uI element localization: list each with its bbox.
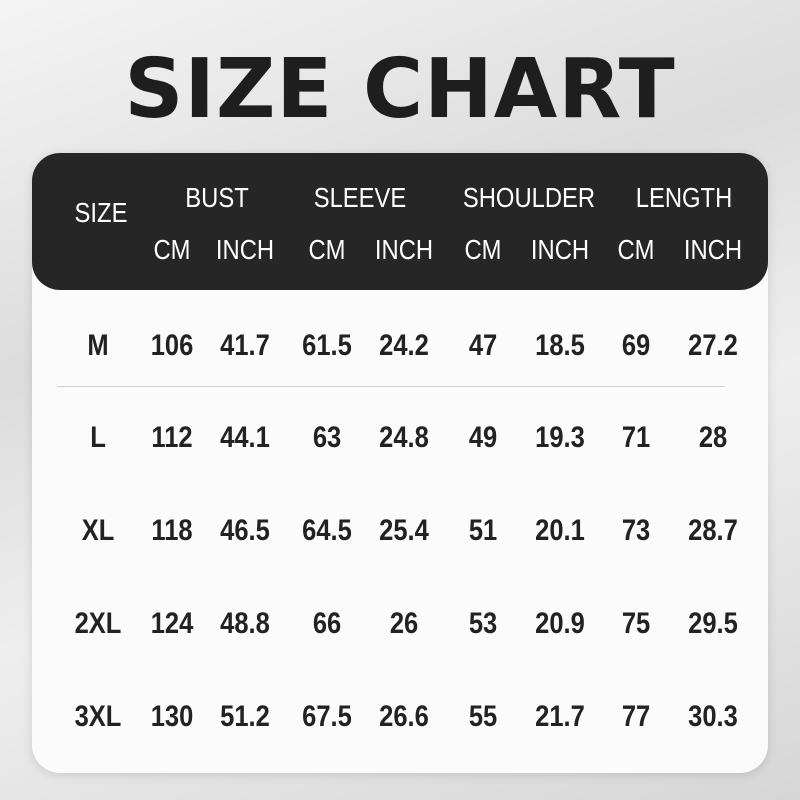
table-cell: 30.3 <box>688 700 738 733</box>
table-cell: 41.7 <box>220 329 270 362</box>
header-unit: INCH <box>530 234 590 265</box>
table-cell: 29.5 <box>688 607 738 640</box>
header-group-shoulder: SHOULDER <box>462 182 596 213</box>
table-cell: 28 <box>698 421 728 454</box>
table-cell: 112 <box>151 421 193 454</box>
table-cell: 118 <box>151 514 193 547</box>
table-cell: 26.6 <box>379 700 429 733</box>
table-cell: 51.2 <box>220 700 270 733</box>
table-cell: 63 <box>312 421 342 454</box>
table-cell: 25.4 <box>379 514 429 547</box>
table-cell: 24.8 <box>379 421 429 454</box>
table-cell: 20.9 <box>535 607 585 640</box>
table-cell: 77 <box>621 700 651 733</box>
header-unit: CM <box>153 234 191 265</box>
table-cell: 73 <box>621 514 651 547</box>
header-group-bust: BUST <box>185 182 249 213</box>
table-cell: 71 <box>621 421 651 454</box>
header-size: SIZE <box>74 197 128 228</box>
row-size-label: 3XL <box>74 700 122 733</box>
header-unit: CM <box>308 234 346 265</box>
table-cell: 19.3 <box>535 421 585 454</box>
header-unit: INCH <box>374 234 434 265</box>
table-cell: 106 <box>150 329 194 362</box>
page-title: SIZE CHART <box>124 42 676 137</box>
table-cell: 47 <box>468 329 498 362</box>
row-size-label: L <box>90 421 106 454</box>
table-header <box>32 153 768 290</box>
table-cell: 130 <box>150 700 194 733</box>
table-cell: 51 <box>468 514 498 547</box>
table-cell: 49 <box>468 421 498 454</box>
table-cell: 44.1 <box>220 421 270 454</box>
header-unit: INCH <box>683 234 743 265</box>
table-cell: 27.2 <box>688 329 738 362</box>
row-size-label: M <box>87 329 109 362</box>
table-cell: 69 <box>621 329 651 362</box>
row-size-label: XL <box>81 514 115 547</box>
table-cell: 61.5 <box>302 329 352 362</box>
table-cell: 21.7 <box>535 700 585 733</box>
table-cell: 124 <box>150 607 194 640</box>
table-cell: 46.5 <box>220 514 270 547</box>
table-cell: 26 <box>389 607 419 640</box>
table-cell: 66 <box>312 607 342 640</box>
table-cell: 64.5 <box>302 514 352 547</box>
row-size-label: 2XL <box>74 607 122 640</box>
table-cell: 28.7 <box>688 514 738 547</box>
table-cell: 24.2 <box>379 329 429 362</box>
row-divider <box>57 386 725 387</box>
table-cell: 53 <box>468 607 498 640</box>
header-unit: INCH <box>215 234 275 265</box>
header-unit: CM <box>617 234 655 265</box>
header-group-sleeve: SLEEVE <box>313 182 407 213</box>
table-cell: 20.1 <box>535 514 585 547</box>
table-cell: 18.5 <box>535 329 585 362</box>
header-unit: CM <box>464 234 502 265</box>
header-group-length: LENGTH <box>635 182 733 213</box>
table-cell: 55 <box>468 700 498 733</box>
table-cell: 75 <box>621 607 651 640</box>
table-cell: 48.8 <box>220 607 270 640</box>
table-cell: 67.5 <box>302 700 352 733</box>
